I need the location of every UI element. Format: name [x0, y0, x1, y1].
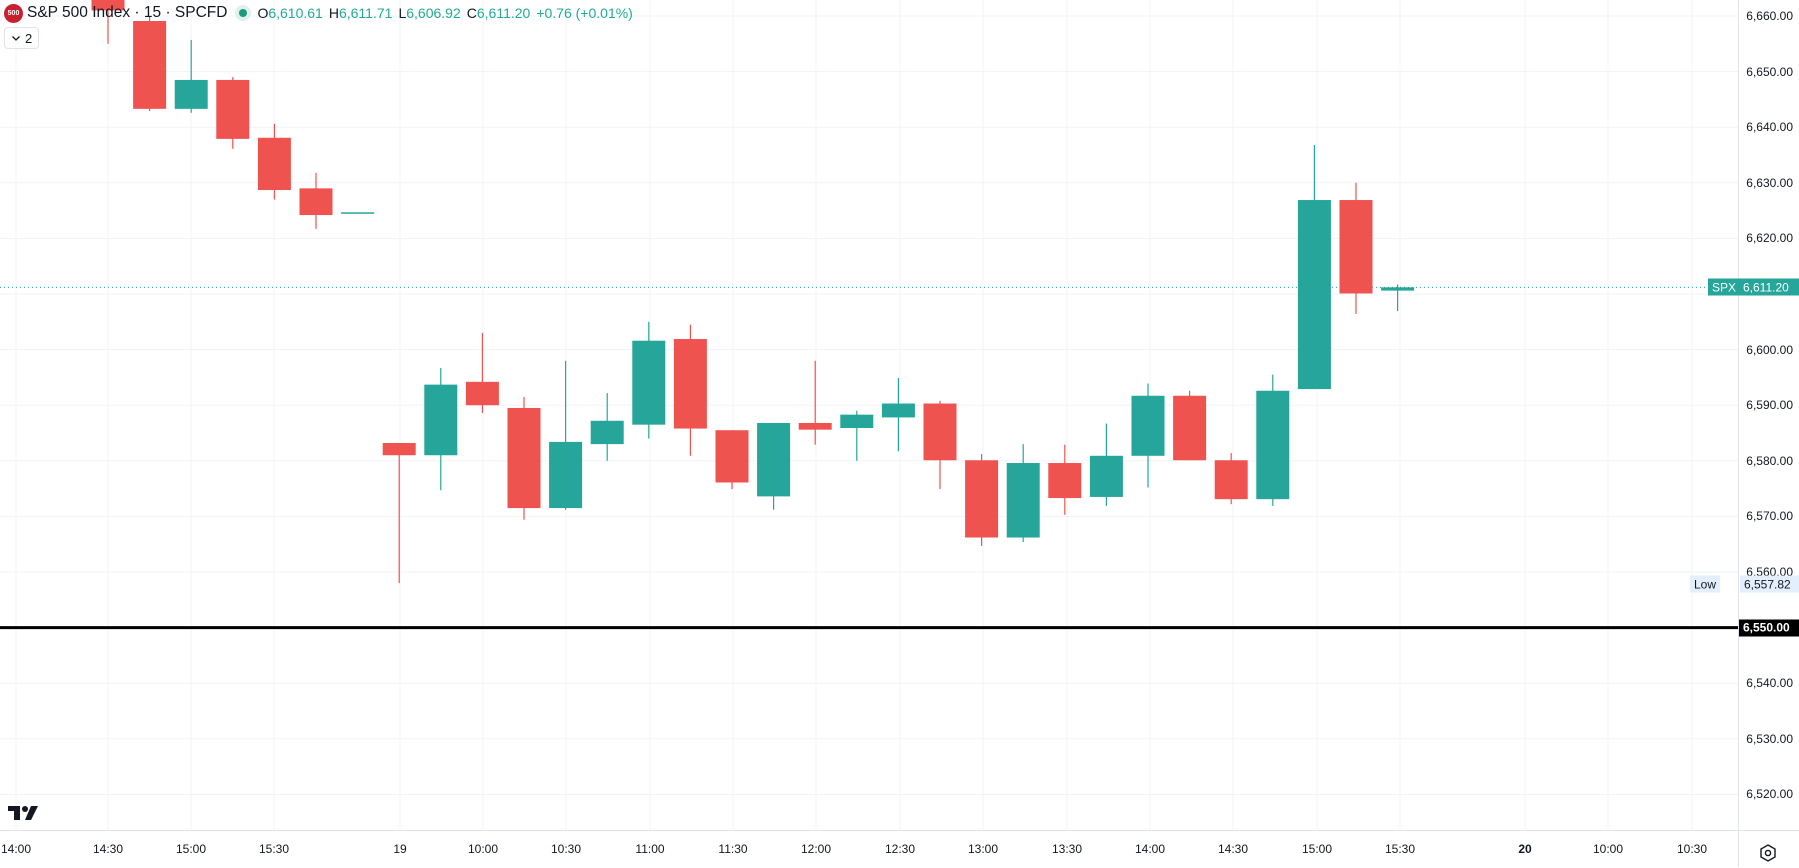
price-tick-label: 6,600.00: [1746, 342, 1793, 357]
candle[interactable]: [465, 332, 499, 413]
settings-hexagon-icon[interactable]: [1758, 843, 1778, 863]
ohlc-low: L6,606.92: [398, 5, 461, 21]
price-tick-label: 6,520.00: [1746, 787, 1793, 802]
candle[interactable]: [1297, 144, 1331, 390]
candle[interactable]: [1339, 182, 1373, 315]
last-price-symbol-tag: SPX: [1708, 278, 1741, 296]
time-tick-label: 14:30: [92, 842, 124, 856]
candle[interactable]: [507, 396, 541, 520]
candle[interactable]: [1256, 374, 1290, 506]
indicator-count: 2: [25, 30, 33, 46]
time-tick-label: 10:00: [467, 842, 499, 856]
time-tick-label: 11:30: [718, 842, 748, 856]
low-marker-label: Low: [1690, 575, 1721, 593]
time-tick-label: 15:00: [1301, 842, 1333, 856]
ohlc-high: H6,611.71: [328, 5, 393, 21]
low-marker-value: 6,557.82: [1740, 575, 1799, 593]
time-tick-label: 10:30: [550, 842, 582, 856]
time-tick-label: 19: [393, 842, 407, 856]
candle[interactable]: [216, 77, 250, 149]
candle[interactable]: [840, 410, 874, 461]
price-tick-label: 6,660.00: [1746, 9, 1793, 23]
candle[interactable]: [1006, 444, 1040, 542]
price-tick-label: 6,620.00: [1746, 231, 1793, 246]
candle[interactable]: [174, 39, 208, 113]
price-tick-label: 6,560.00: [1746, 565, 1793, 579]
candle[interactable]: [1173, 390, 1207, 461]
time-tick-label: 15:30: [1384, 842, 1416, 856]
candle[interactable]: [424, 367, 458, 491]
candle[interactable]: [382, 443, 416, 584]
time-tick-label: 20: [1518, 842, 1532, 856]
chevron-down-icon: [12, 36, 20, 41]
candle[interactable]: [590, 392, 624, 461]
candle[interactable]: [299, 172, 333, 229]
price-tick-label: 6,530.00: [1746, 731, 1793, 746]
candle[interactable]: [757, 422, 791, 510]
time-tick-label: 12:30: [884, 842, 916, 856]
candle[interactable]: [549, 360, 583, 510]
time-tick-label: 13:30: [1051, 842, 1083, 856]
time-tick-label: 15:00: [175, 842, 207, 856]
price-tick-label: 6,630.00: [1746, 175, 1793, 190]
candle[interactable]: [798, 360, 832, 445]
price-tick-label: 6,650.00: [1746, 64, 1793, 79]
tradingview-logo-icon[interactable]: [8, 805, 40, 826]
candle[interactable]: [1048, 444, 1082, 515]
symbol-legend: 500 S&P 500 Index · 15 · SPCFD O6,610.61…: [4, 2, 639, 24]
candle[interactable]: [1089, 423, 1123, 506]
time-tick-label: 10:30: [1676, 842, 1708, 856]
candle[interactable]: [1381, 284, 1415, 312]
time-tick-label: 12:00: [800, 842, 832, 856]
time-tick-label: 14:00: [0, 842, 32, 856]
indicators-collapse-button[interactable]: 2: [4, 27, 40, 49]
time-tick-label: 14:00: [1134, 842, 1166, 856]
price-tick-label: 6,640.00: [1746, 120, 1793, 135]
candle[interactable]: [91, 0, 125, 44]
candle[interactable]: [881, 377, 915, 452]
candle[interactable]: [341, 212, 375, 214]
candle[interactable]: [965, 454, 999, 546]
last-price-value-tag: 6,611.20: [1739, 278, 1799, 296]
time-tick-label: 14:30: [1217, 842, 1249, 856]
time-tick-label: 15:30: [258, 842, 290, 856]
candle[interactable]: [257, 123, 291, 200]
ohlc-close: C6,611.20: [466, 5, 531, 21]
candle[interactable]: [632, 321, 666, 439]
candle[interactable]: [1131, 383, 1165, 488]
symbol-logo-icon[interactable]: 500: [4, 3, 23, 23]
time-tick-label: 10:00: [1592, 842, 1624, 856]
candles: [91, 0, 1415, 584]
price-tick-label: 6,580.00: [1746, 453, 1793, 468]
price-tick-label: 6,590.00: [1746, 398, 1793, 413]
time-tick-label: 13:00: [967, 842, 999, 856]
candle[interactable]: [923, 400, 957, 490]
price-change: +0.76 (+0.01%): [536, 5, 633, 21]
market-status-icon[interactable]: [239, 9, 248, 17]
time-tick-label: 11:00: [635, 842, 665, 856]
symbol-title[interactable]: S&P 500 Index · 15 · SPCFD: [27, 4, 228, 21]
candle[interactable]: [673, 324, 707, 456]
price-tick-label: 6,540.00: [1746, 676, 1793, 691]
candle[interactable]: [715, 430, 749, 490]
price-tick-label: 6,570.00: [1746, 509, 1793, 524]
candle[interactable]: [1214, 453, 1248, 505]
horizontal-line-price-tag[interactable]: 6,550.00: [1739, 619, 1799, 637]
candle[interactable]: [133, 16, 167, 112]
ohlc-open: O6,610.61: [257, 5, 323, 21]
